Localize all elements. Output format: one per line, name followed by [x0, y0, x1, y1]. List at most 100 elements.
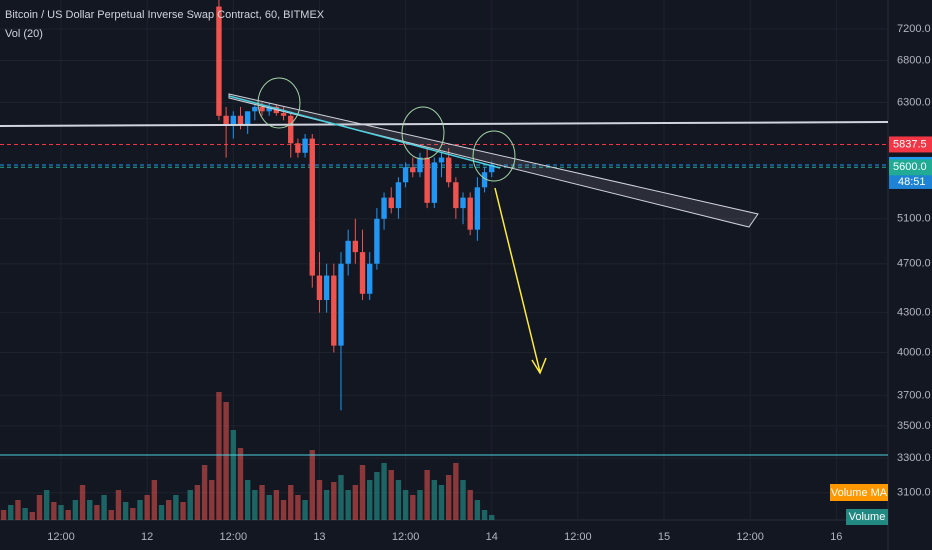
circle: [257, 77, 301, 129]
volume-bar: [15, 500, 21, 520]
volume-bar: [280, 500, 287, 520]
candle-body: [381, 197, 387, 219]
candle-body: [359, 252, 366, 294]
candle-body: [402, 167, 409, 183]
chart-title: Bitcoin / US Dollar Perpetual Inverse Sw…: [5, 9, 325, 21]
volume-bar: [381, 463, 387, 520]
volume-bar: [323, 490, 330, 520]
indicator-label: Vol (20): [5, 28, 43, 40]
volume-bar: [58, 505, 64, 520]
volume-bar: [22, 508, 28, 520]
x-tick-label: 14: [486, 531, 498, 543]
volume-bar: [453, 463, 459, 520]
candle-body: [424, 157, 430, 203]
circle: [472, 130, 516, 182]
volume-bar: [216, 392, 222, 520]
volume-bar: [467, 490, 473, 520]
volume-bar: [410, 495, 416, 520]
price-tag: [889, 159, 932, 176]
volume-bar: [223, 402, 229, 520]
volume-bar: [237, 448, 244, 520]
circle: [401, 106, 445, 160]
y-tick-label: 3700.0: [897, 389, 931, 401]
volume-bar: [173, 495, 179, 520]
volume-bar: [252, 490, 258, 520]
candle-body: [280, 113, 287, 116]
candle-body: [481, 172, 488, 188]
candle-body: [302, 138, 308, 153]
volume-bar: [273, 490, 280, 520]
volume-bar: [101, 495, 107, 520]
volume-bar: [244, 480, 251, 520]
candle-body: [374, 218, 380, 264]
y-tick-label: 6300.0: [897, 96, 931, 108]
volume-bar: [352, 485, 359, 520]
volume-bar: [438, 485, 445, 520]
y-tick-label: 6800.0: [897, 54, 931, 66]
candle-body: [467, 197, 473, 230]
volume-bar: [201, 465, 208, 520]
volume-bar: [288, 485, 294, 520]
candle-body: [417, 157, 423, 173]
volume-bar: [481, 510, 488, 520]
x-tick-label: 12:00: [564, 531, 592, 543]
volume-bar: [309, 450, 315, 520]
volume-bar: [230, 430, 236, 520]
candle-body: [230, 115, 236, 125]
candle-body: [438, 157, 445, 163]
volume-bar: [137, 500, 143, 520]
volume-bar: [345, 490, 351, 520]
price-tag-label: 5837.5: [893, 138, 927, 150]
price-tag-label: 5600.0: [893, 161, 927, 173]
candle-body: [237, 115, 244, 125]
candle-body: [316, 275, 323, 301]
candle-body: [388, 197, 394, 209]
volume-bar: [338, 475, 344, 520]
volume-bar: [460, 480, 466, 520]
candle-body: [266, 106, 272, 112]
volume-bar: [331, 482, 337, 520]
volume-bar: [316, 480, 323, 520]
horizontal-line: [0, 121, 889, 127]
candle-body: [323, 275, 330, 301]
y-tick-label: 3500.0: [897, 420, 931, 432]
x-tick-label: 13: [313, 531, 325, 543]
candle-body: [474, 187, 481, 230]
volume-bar: [209, 480, 215, 520]
candle-body: [367, 263, 373, 294]
candle-body: [309, 138, 315, 276]
volume-bar: [489, 515, 495, 520]
volume-bar: [72, 500, 79, 520]
volume-bar: [79, 485, 86, 520]
trend-channel: [228, 93, 759, 228]
volume-bar: [367, 480, 373, 520]
candle-body: [489, 164, 495, 173]
countdown-tag: [889, 173, 932, 189]
volume-bar: [302, 500, 308, 520]
volume-bar: [424, 470, 430, 520]
volume-bar: [108, 510, 114, 520]
legend-box: [830, 484, 888, 501]
volume-bar: [266, 495, 272, 520]
volume-bar: [359, 465, 366, 520]
volume-bar: [402, 490, 409, 520]
volume-bar: [122, 502, 129, 520]
arrow: [494, 187, 547, 375]
volume-bar: [115, 490, 122, 520]
volume-bar: [474, 500, 481, 520]
candle-body: [259, 106, 265, 112]
candle-body: [331, 275, 337, 346]
countdown-label: 48:51: [898, 176, 926, 188]
volume-bar: [36, 495, 43, 520]
y-tick-label: 7200.0: [897, 23, 931, 35]
volume-bar: [8, 505, 14, 520]
trend-line: [228, 95, 501, 169]
x-tick-label: 12:00: [47, 531, 75, 543]
candle-body: [223, 115, 229, 125]
candle-body: [431, 162, 438, 203]
y-tick-label: 3300.0: [897, 452, 931, 464]
candle-body: [216, 6, 222, 116]
candle-body: [460, 197, 466, 209]
